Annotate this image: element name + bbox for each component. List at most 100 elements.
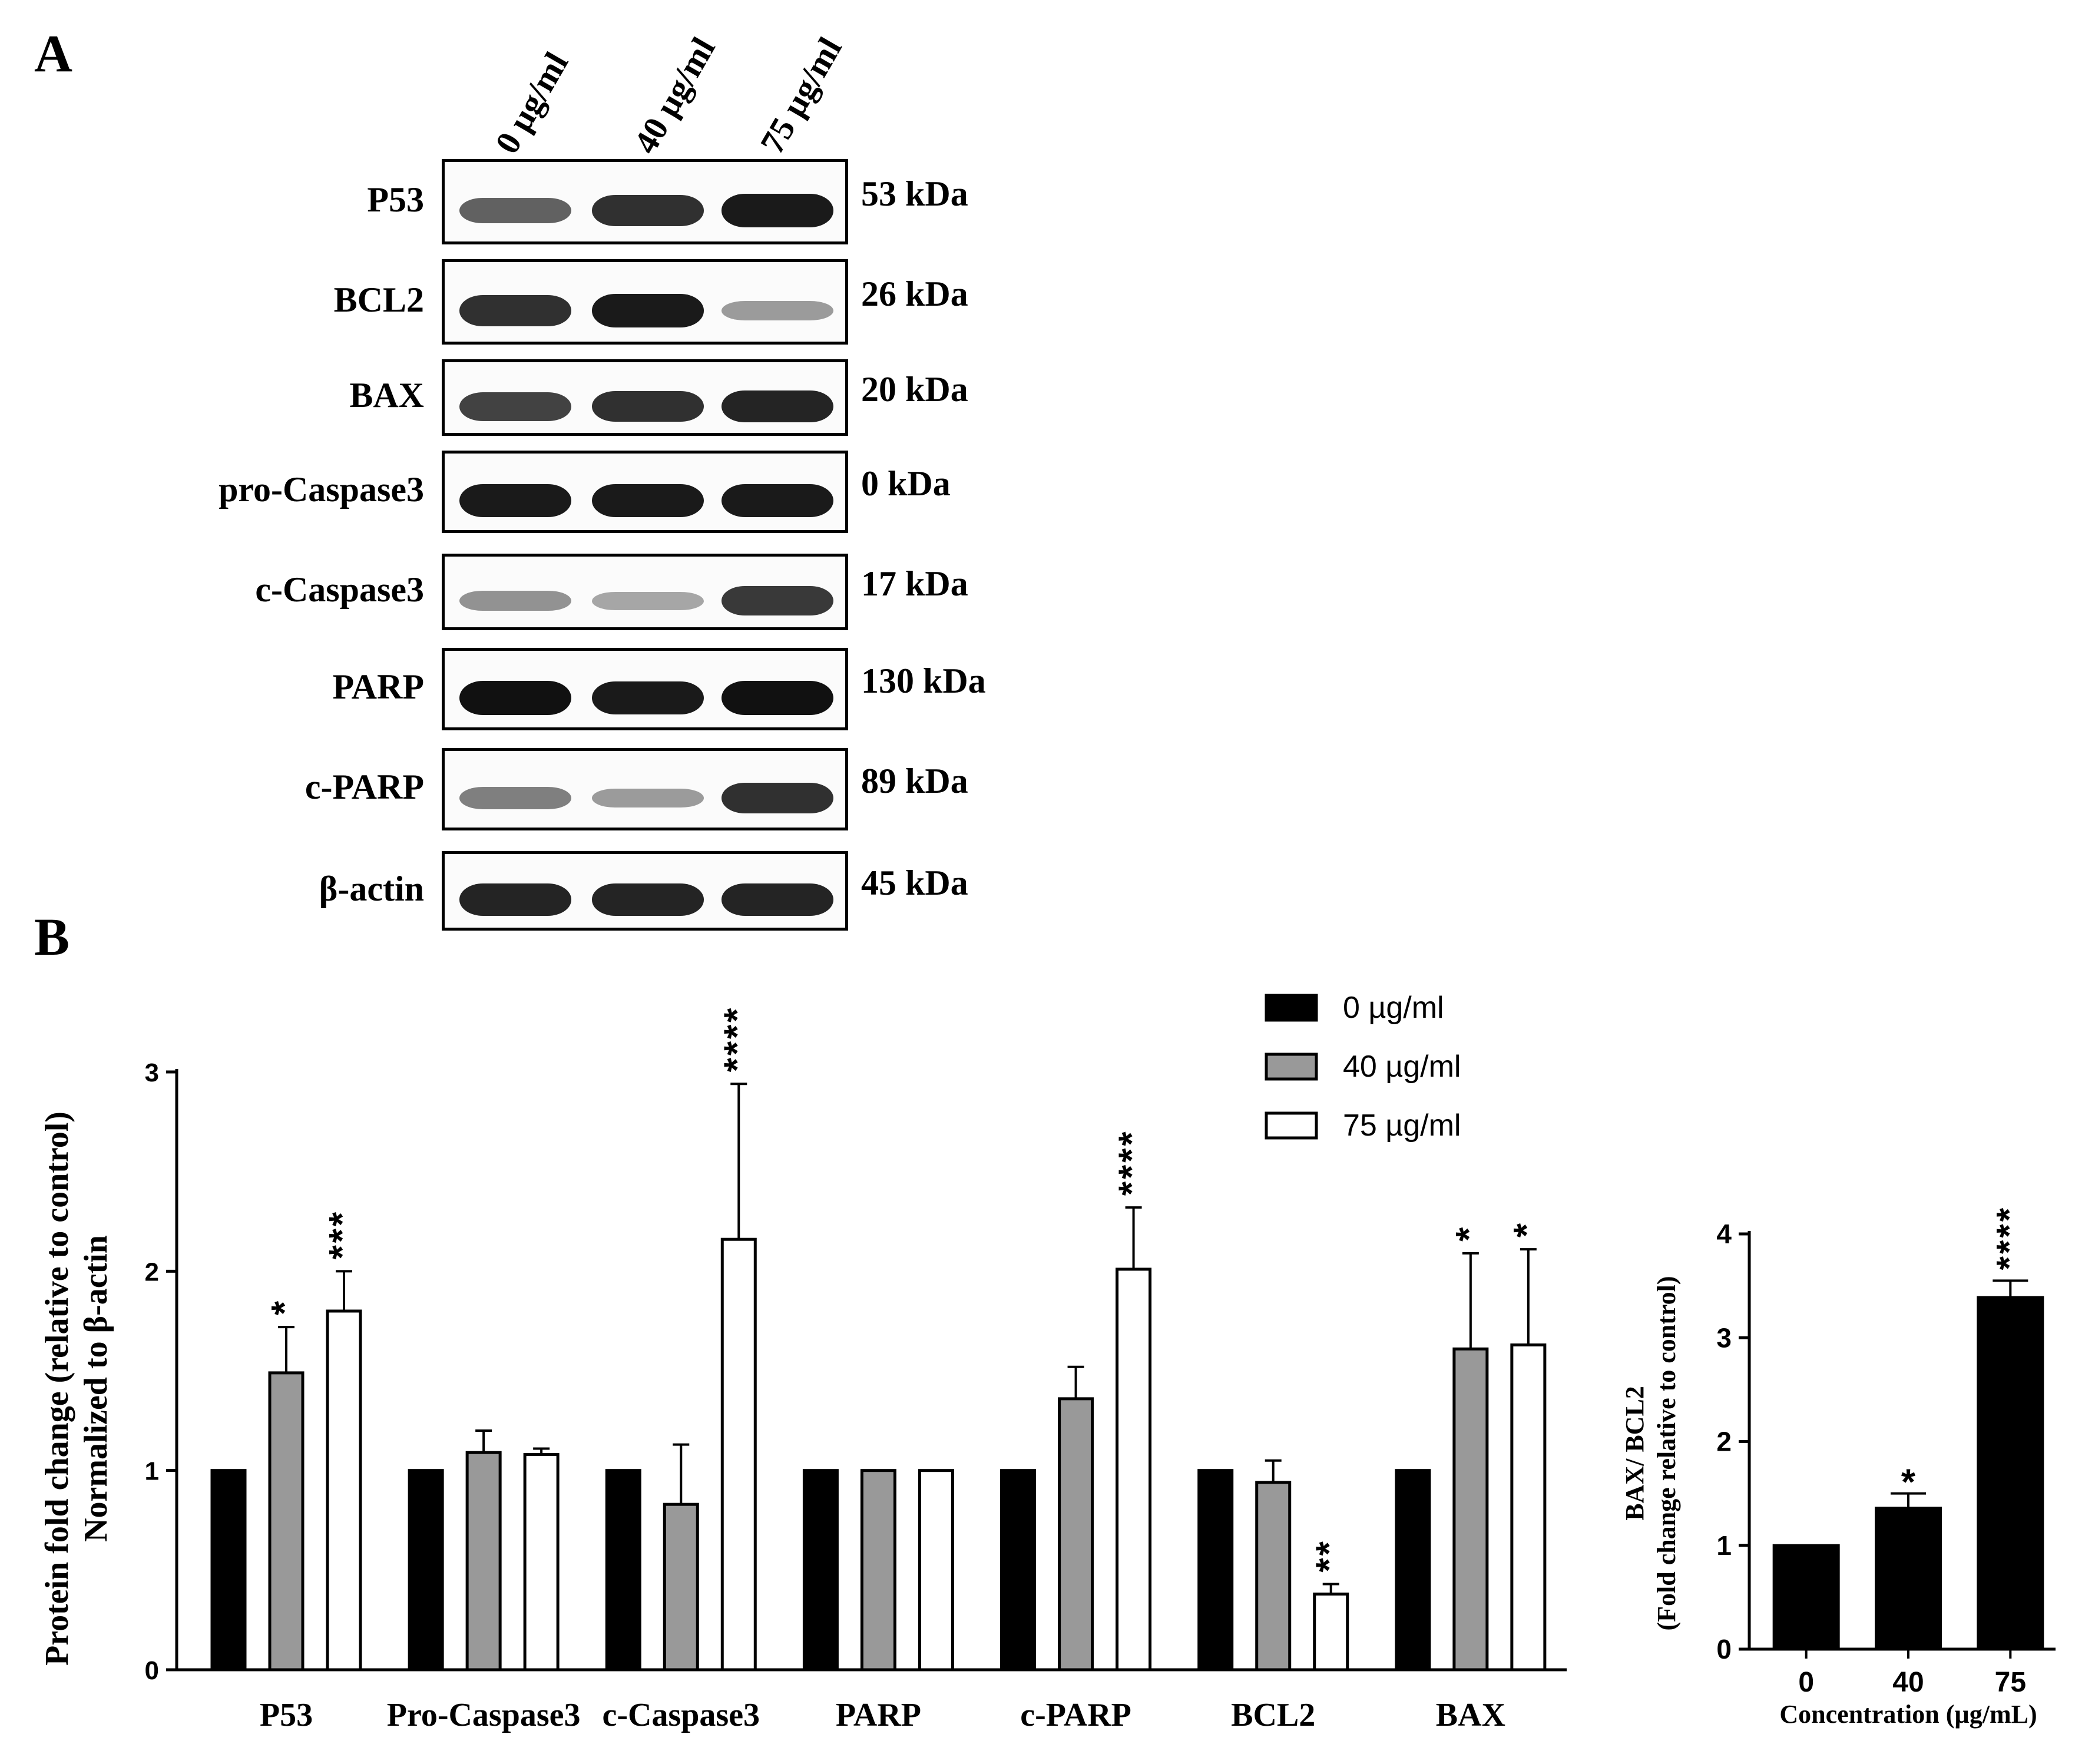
y-tick-label: 1 bbox=[145, 1457, 159, 1486]
y-axis-title-line2: (Fold change relative to control) bbox=[1652, 1276, 1681, 1630]
legend-label: 75 µg/ml bbox=[1343, 1108, 1461, 1143]
bar bbox=[1313, 1592, 1349, 1672]
x-category-label: PARP bbox=[836, 1697, 921, 1733]
blot-band bbox=[721, 484, 833, 518]
blot-band bbox=[592, 195, 704, 226]
blot-band bbox=[592, 883, 704, 916]
legend-label: 40 µg/ml bbox=[1343, 1050, 1461, 1084]
y-axis-title: BAX/ BCL2 (Fold change relative to contro… bbox=[1620, 1276, 1681, 1630]
y-tick-label: 4 bbox=[1716, 1219, 1732, 1249]
bar bbox=[605, 1469, 641, 1672]
blot-row: pro-Caspase3 0 kDa bbox=[0, 451, 1060, 533]
significance-text: **** bbox=[1112, 1130, 1153, 1196]
x-category-label: BAX bbox=[1436, 1697, 1505, 1733]
x-category-label: c-Caspase3 bbox=[603, 1697, 760, 1733]
y-axis-title-line1: Protein fold change (relative to control… bbox=[39, 1111, 75, 1666]
bar bbox=[1452, 1347, 1489, 1672]
significance-marker: * bbox=[264, 1299, 305, 1315]
bar bbox=[1772, 1544, 1840, 1650]
blot-protein-label: PARP bbox=[332, 667, 424, 706]
blot-image bbox=[442, 748, 848, 830]
blot-band bbox=[721, 390, 833, 423]
blot-band bbox=[459, 786, 571, 810]
blot-band bbox=[721, 681, 833, 715]
significance-text: **** bbox=[717, 1006, 757, 1073]
significance-text: ** bbox=[1309, 1539, 1350, 1572]
x-tick-label: 40 bbox=[1892, 1667, 1924, 1698]
bar bbox=[663, 1502, 699, 1672]
significance-marker: * bbox=[1449, 1225, 1490, 1242]
blot-band bbox=[459, 295, 571, 326]
bar bbox=[326, 1309, 362, 1672]
x-axis-title: Concentration (µg/mL) bbox=[1779, 1700, 2037, 1729]
legend-swatch bbox=[1265, 994, 1318, 1022]
blot-band bbox=[459, 197, 571, 224]
y-axis-title: Protein fold change (relative to control… bbox=[39, 1111, 114, 1666]
blot-band bbox=[592, 294, 704, 327]
legend-swatch bbox=[1265, 1053, 1318, 1081]
legend-label: 0 µg/ml bbox=[1343, 991, 1444, 1025]
blot-protein-label: BAX bbox=[349, 376, 424, 415]
x-category-label: c-PARP bbox=[1020, 1697, 1131, 1733]
molecular-weight-label: 0 kDa bbox=[861, 464, 951, 503]
significance-marker: * bbox=[1507, 1221, 1547, 1237]
blot-band bbox=[592, 390, 704, 422]
significance-text: *** bbox=[322, 1210, 363, 1259]
significance-text: * bbox=[264, 1299, 305, 1315]
y-tick-label: 2 bbox=[1716, 1427, 1732, 1457]
bar bbox=[1977, 1296, 2044, 1650]
blot-image bbox=[442, 554, 848, 630]
bar bbox=[523, 1453, 560, 1672]
blot-row: BAX 20 kDa bbox=[0, 359, 1060, 436]
x-tick-label: 0 bbox=[1798, 1667, 1814, 1698]
blot-row: PARP 130 kDa bbox=[0, 648, 1060, 730]
y-axis-title-line1: BAX/ BCL2 bbox=[1620, 1386, 1649, 1521]
lane-headers: 0 µg/ml 40 µg/ml 75 µg/ml bbox=[448, 12, 860, 160]
panel-a-label: A bbox=[34, 25, 72, 83]
bar bbox=[1058, 1397, 1094, 1672]
molecular-weight-label: 26 kDa bbox=[861, 274, 968, 313]
blot-row: β-actin 45 kDa bbox=[0, 851, 1060, 931]
significance-text: **** bbox=[1989, 1206, 2028, 1270]
blot-band bbox=[721, 782, 833, 814]
x-category-label: P53 bbox=[260, 1697, 313, 1733]
blot-band bbox=[459, 484, 571, 518]
bar bbox=[720, 1237, 757, 1672]
significance-marker: *** bbox=[322, 1210, 363, 1259]
blot-protein-label: c-PARP bbox=[305, 767, 424, 806]
bar bbox=[465, 1451, 502, 1672]
blot-image bbox=[442, 159, 848, 244]
blot-row: c-Caspase3 17 kDa bbox=[0, 554, 1060, 630]
bar bbox=[918, 1469, 954, 1672]
bar bbox=[802, 1469, 839, 1672]
lane-header: 40 µg/ml bbox=[625, 31, 723, 160]
significance-marker: **** bbox=[1112, 1130, 1153, 1196]
y-tick-label: 3 bbox=[145, 1058, 159, 1087]
blot-image bbox=[442, 259, 848, 345]
bar bbox=[1000, 1469, 1037, 1672]
bar bbox=[1395, 1469, 1431, 1672]
lane-header: 75 µg/ml bbox=[752, 31, 849, 160]
significance-marker: **** bbox=[1989, 1206, 2028, 1270]
significance-marker: **** bbox=[717, 1006, 757, 1073]
blot-row: c-PARP 89 kDa bbox=[0, 748, 1060, 830]
blot-band bbox=[459, 392, 571, 421]
blot-protein-label: BCL2 bbox=[333, 280, 424, 319]
molecular-weight-label: 45 kDa bbox=[861, 863, 968, 902]
y-tick-label: 1 bbox=[1716, 1530, 1732, 1561]
molecular-weight-label: 89 kDa bbox=[861, 762, 968, 800]
blot-band bbox=[592, 788, 704, 808]
bar bbox=[860, 1469, 896, 1672]
blot-image bbox=[442, 359, 848, 436]
significance-text: * bbox=[1449, 1225, 1490, 1242]
bar bbox=[210, 1469, 247, 1672]
blot-band bbox=[721, 883, 833, 916]
molecular-weight-label: 130 kDa bbox=[861, 661, 986, 700]
x-category-label: BCL2 bbox=[1231, 1697, 1315, 1733]
blot-band bbox=[459, 590, 571, 611]
bar bbox=[1510, 1343, 1547, 1672]
blot-band bbox=[459, 681, 571, 715]
blot-protein-label: β-actin bbox=[319, 869, 424, 908]
blot-band bbox=[721, 301, 833, 320]
blot-image bbox=[442, 451, 848, 533]
